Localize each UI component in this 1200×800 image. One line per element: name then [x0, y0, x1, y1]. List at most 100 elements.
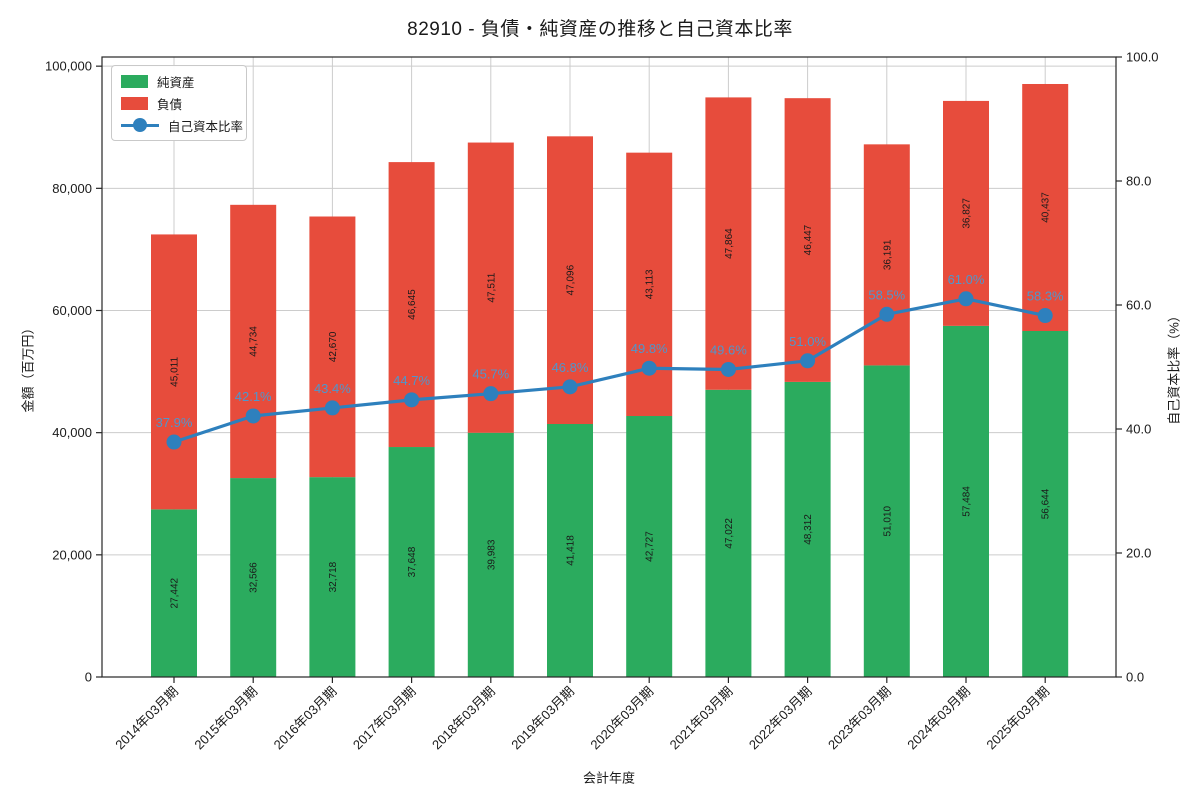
ratio-marker: [324, 400, 340, 416]
y-right-tick-label: 0.0: [1126, 670, 1144, 685]
liabilities-bar-segment: [863, 144, 910, 366]
equity-bar-segment: [705, 389, 752, 677]
x-tick-label: 2014年03月期: [112, 684, 181, 753]
ratio-percent-label: 46.8%: [552, 360, 589, 375]
chart-title: 82910 - 負債・純資産の推移と自己資本比率: [407, 19, 793, 40]
liabilities-value-label: 40,437: [1041, 192, 1052, 223]
x-tick-label: 2019年03月期: [508, 684, 577, 753]
equity-value-label: 57,484: [962, 486, 973, 517]
liabilities-value-label: 36,191: [882, 239, 893, 270]
y-right-tick-label: 40.0: [1126, 422, 1151, 437]
y-left-tick-label: 0: [85, 670, 92, 685]
liabilities-bar-segment: [151, 234, 197, 510]
ratio-marker: [641, 360, 657, 376]
ratio-percent-label: 42.1%: [235, 389, 272, 404]
equity-bar-segment: [943, 325, 989, 677]
equity-bar-segment: [309, 477, 356, 677]
x-tick-label: 2017年03月期: [350, 684, 419, 753]
liabilities-value-label: 45,011: [170, 357, 181, 387]
equity-bar-segment: [1022, 330, 1069, 677]
legend: 純資産 負債 自己資本比率: [111, 65, 247, 141]
y-right-tick-label: 100.0: [1126, 50, 1159, 65]
ratio-marker: [958, 291, 974, 307]
liabilities-bar-segment: [309, 216, 356, 478]
liabilities-bar-segment: [1022, 83, 1069, 331]
legend-item-liabilities: 負債: [121, 95, 236, 112]
liabilities-value-label: 47,511: [486, 272, 497, 302]
liabilities-bar-segment: [547, 136, 593, 425]
y-right-tick-label: 60.0: [1126, 298, 1151, 313]
liabilities-value-label: 43,113: [645, 269, 656, 299]
y-left-tick-label: 80,000: [52, 181, 92, 196]
y-right-tick-label: 20.0: [1126, 546, 1151, 561]
equity-value-label: 27,442: [170, 577, 181, 608]
equity-bar-segment: [784, 381, 831, 677]
ratio-percent-label: 58.5%: [868, 287, 905, 302]
legend-item-equity: 純資産: [121, 73, 236, 90]
ratio-line-swatch-icon: [121, 117, 159, 133]
equity-value-label: 48,312: [803, 514, 814, 545]
x-tick-label: 2020年03月期: [587, 684, 656, 753]
ratio-marker: [166, 434, 182, 450]
y-left-tick-label: 100,000: [45, 59, 92, 74]
ratio-marker: [483, 386, 499, 402]
equity-bar-segment: [467, 432, 514, 677]
liabilities-value-label: 44,734: [249, 326, 260, 357]
legend-label-ratio: 自己資本比率: [168, 119, 244, 134]
equity-bar-segment: [151, 509, 197, 677]
ratio-marker: [720, 361, 736, 377]
ratio-marker: [800, 353, 816, 369]
x-tick-label: 2015年03月期: [191, 684, 260, 753]
ratio-marker: [245, 408, 261, 424]
equity-value-label: 47,022: [724, 518, 735, 549]
y-left-tick-label: 40,000: [52, 425, 92, 440]
ratio-line: [173, 297, 1046, 444]
ratio-percent-label: 43.4%: [314, 381, 351, 396]
liabilities-bar-segment: [230, 204, 277, 479]
equity-value-label: 32,566: [249, 562, 260, 593]
y-axis-left-title: 金額（百万円）: [20, 321, 36, 413]
equity-bar-segment: [626, 416, 673, 677]
equity-bar-segment: [230, 478, 277, 677]
equity-value-label: 37,648: [407, 546, 418, 577]
equity-bar-segment: [388, 447, 435, 677]
liabilities-bar-segment: [705, 97, 752, 390]
liabilities-swatch-icon: [121, 96, 148, 110]
equity-value-label: 41,418: [566, 535, 577, 566]
ratio-percent-label: 51.0%: [789, 334, 826, 349]
ratio-marker: [404, 392, 420, 408]
liabilities-value-label: 47,096: [566, 264, 577, 295]
plot-frame: [101, 56, 1117, 678]
x-tick-label: 2024年03月期: [904, 684, 973, 753]
legend-label-liabilities: 負債: [157, 97, 183, 112]
ratio-percent-label: 49.8%: [631, 341, 668, 356]
x-tick-label: 2021年03月期: [667, 684, 736, 753]
equity-bar-segment: [547, 424, 593, 677]
ratio-percent-label: 37.9%: [156, 415, 193, 430]
y-left-tick-label: 20,000: [52, 547, 92, 562]
x-tick-label: 2023年03月期: [825, 684, 894, 753]
x-tick-label: 2025年03月期: [983, 684, 1052, 753]
equity-swatch-icon: [121, 74, 148, 88]
ratio-percent-label: 44.7%: [393, 373, 430, 388]
liabilities-value-label: 46,447: [803, 224, 814, 255]
liabilities-bar-segment: [467, 142, 514, 433]
equity-value-label: 32,718: [328, 561, 339, 592]
x-tick-label: 2018年03月期: [429, 684, 498, 753]
ratio-percent-label: 61.0%: [948, 272, 985, 287]
liabilities-value-label: 42,670: [328, 331, 339, 362]
liabilities-value-label: 47,864: [724, 228, 735, 259]
legend-label-equity: 純資産: [157, 75, 195, 90]
ratio-percent-label: 45.7%: [472, 367, 509, 382]
y-right-tick-label: 80.0: [1126, 174, 1151, 189]
equity-value-label: 51,010: [882, 505, 893, 536]
equity-bar-segment: [863, 365, 910, 677]
y-left-tick-label: 60,000: [52, 303, 92, 318]
liabilities-bar-segment: [943, 100, 989, 326]
liabilities-value-label: 36,827: [962, 198, 973, 229]
equity-value-label: 56,644: [1041, 488, 1052, 519]
x-tick-label: 2022年03月期: [746, 684, 815, 753]
equity-value-label: 42,727: [645, 531, 656, 562]
